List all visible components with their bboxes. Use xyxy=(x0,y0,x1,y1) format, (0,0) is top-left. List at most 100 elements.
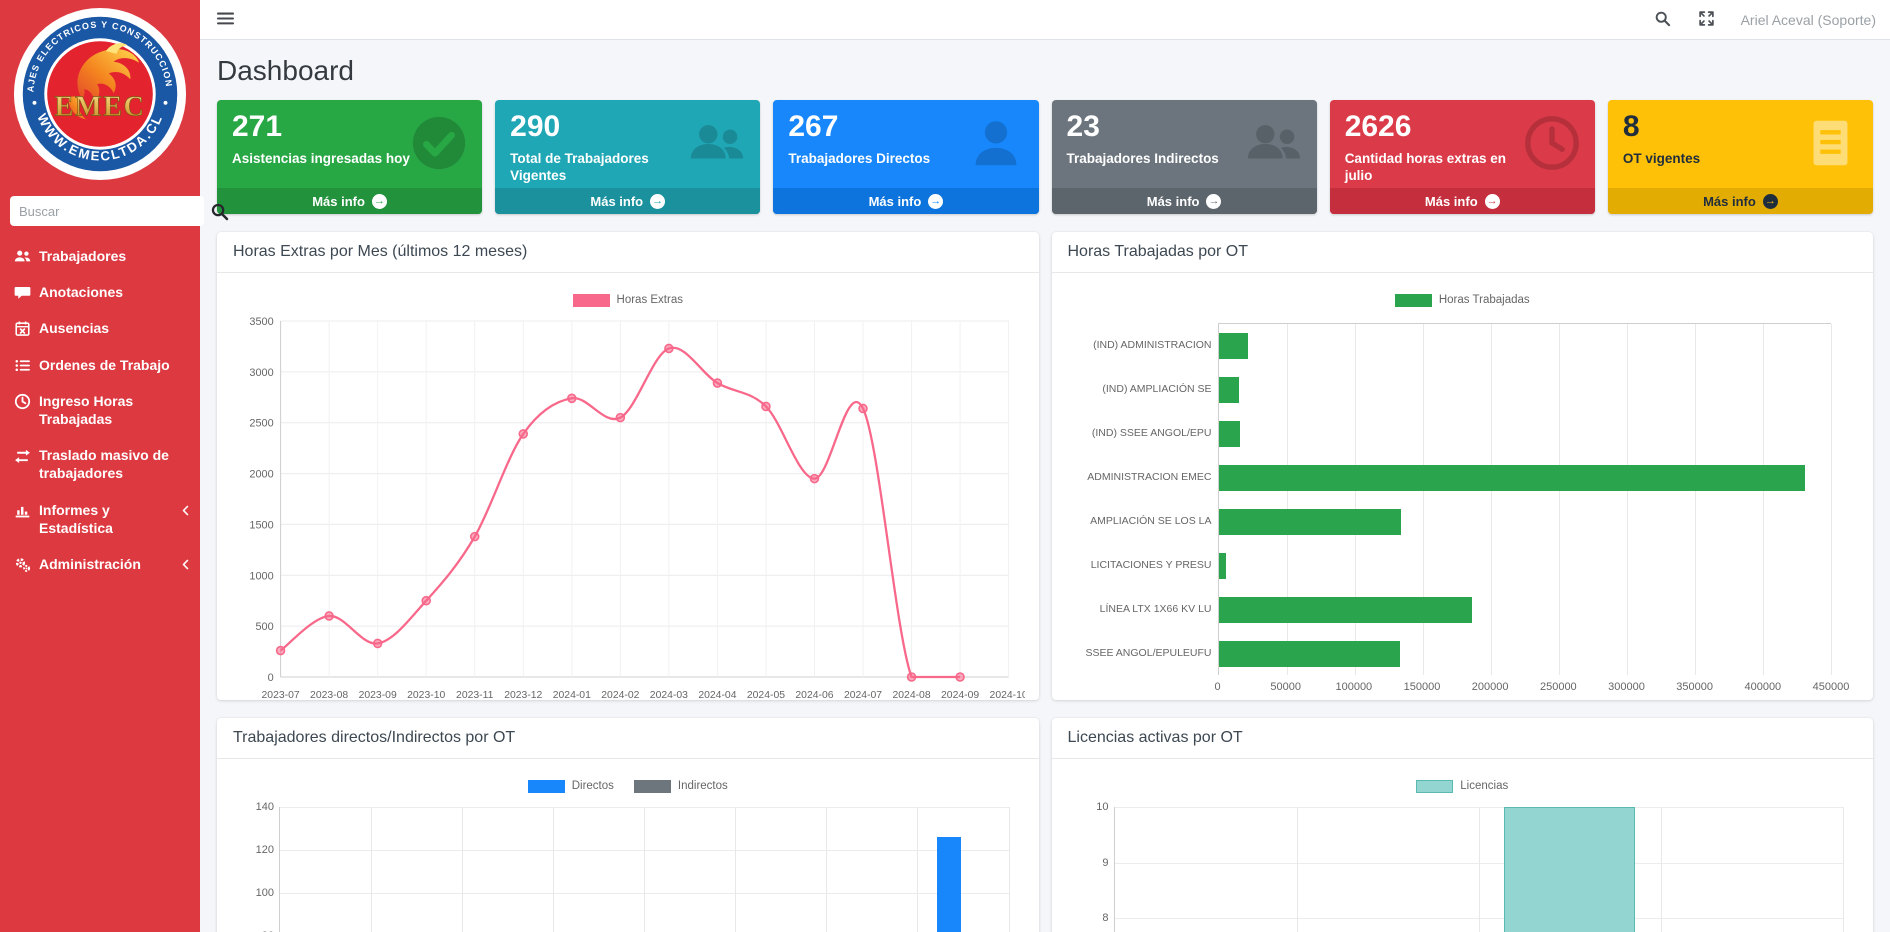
info-box-label: Trabajadores Indirectos xyxy=(1066,151,1219,166)
hbar-plot: (IND) ADMINISTRACION (IND) AMPLIACIÓN SE (… xyxy=(1066,323,1860,675)
bar-3 xyxy=(1218,465,1806,491)
bar-slot-3 xyxy=(1504,807,1636,932)
data-point xyxy=(421,595,431,606)
sidebar-item-administracion[interactable]: Administración xyxy=(0,546,200,582)
svg-text:500: 500 xyxy=(255,621,273,633)
sidebar-search-button[interactable] xyxy=(210,198,229,224)
sidebar-item-label: Ingreso Horas Trabajadas xyxy=(39,392,134,427)
data-point xyxy=(567,393,577,404)
legend-item[interactable]: Horas Extras xyxy=(572,293,683,307)
sidebar-item-label: Anotaciones xyxy=(39,284,124,301)
more-info-link[interactable]: Más info → xyxy=(1329,188,1595,214)
data-point xyxy=(275,645,286,656)
sidebar: MONTAJES ELECTRICOS Y CONSTRUCCION LTDA.… xyxy=(0,0,229,932)
arrow-circle-right-icon: → xyxy=(1206,193,1222,209)
bar-4 xyxy=(1218,509,1401,535)
sidebar-item-trabajadores[interactable]: Trabajadores xyxy=(0,238,200,274)
directos-indirectos-chart: Directos Indirectos 140120100806040200 xyxy=(217,759,1039,932)
legend-label: Horas Trabajadas xyxy=(1438,294,1530,306)
calendar-x-icon xyxy=(14,320,31,337)
more-info-link[interactable]: Más info → xyxy=(495,188,761,214)
navbar-search-button[interactable] xyxy=(1653,10,1673,30)
arrow-circle-right-icon: → xyxy=(371,193,387,209)
info-box-value: 271 xyxy=(232,110,283,143)
logo-phoenix xyxy=(68,43,140,120)
more-info-link[interactable]: Más info → xyxy=(773,188,1039,214)
svg-text:2023-09: 2023-09 xyxy=(359,690,397,701)
data-point xyxy=(324,611,334,621)
legend-label: Horas Extras xyxy=(616,294,683,306)
arrow-circle-right-icon: → xyxy=(1762,193,1778,209)
search-input[interactable] xyxy=(10,196,204,226)
sidebar-item-ordenes-de-trabajo[interactable]: Ordenes de Trabajo xyxy=(0,347,200,383)
menu-toggle-button[interactable] xyxy=(217,10,237,30)
svg-text:3500: 3500 xyxy=(249,316,273,328)
legend-item[interactable]: Indirectos xyxy=(633,779,728,793)
user-icon xyxy=(965,112,1027,174)
more-info-link[interactable]: Más info → xyxy=(217,188,483,214)
more-info-link[interactable]: Más info → xyxy=(1607,188,1874,214)
bar-1 xyxy=(1218,377,1239,403)
card-horas-trabajadas: Horas Trabajadas por OT Horas Trabajadas… xyxy=(1051,232,1874,700)
sidebar-item-ingreso-horas-trabajadas[interactable]: Ingreso Horas Trabajadas xyxy=(0,383,200,437)
chart-legend: Licencias xyxy=(1066,777,1860,795)
expand-arrows-icon xyxy=(1699,10,1714,26)
legend-item[interactable]: Licencias xyxy=(1416,779,1509,793)
legend-label: Licencias xyxy=(1460,780,1509,792)
legend-item[interactable]: Horas Trabajadas xyxy=(1394,293,1530,307)
arrow-circle-right-icon: → xyxy=(650,193,666,209)
info-box: 23 Trabajadores Indirectos Más info → xyxy=(1051,100,1317,214)
svg-text:0: 0 xyxy=(268,672,274,684)
more-info-label: Más info xyxy=(1424,193,1478,209)
data-point xyxy=(664,343,674,354)
info-box-label: Cantidad horas extras en julio xyxy=(1344,151,1506,183)
info-box-value: 2626 xyxy=(1344,110,1412,143)
users-icon xyxy=(1243,112,1305,174)
data-point xyxy=(372,638,383,649)
svg-text:2023-11: 2023-11 xyxy=(456,690,494,701)
svg-text:2000: 2000 xyxy=(249,469,273,481)
card-title: Horas Trabajadas por OT xyxy=(1051,232,1873,273)
sidebar-item-traslado-masivo-de-trabajadores[interactable]: Traslado masivo de trabajadores xyxy=(0,437,200,491)
svg-text:2500: 2500 xyxy=(249,418,273,430)
more-info-link[interactable]: Más info → xyxy=(1051,188,1317,214)
info-box-value: 8 xyxy=(1622,110,1640,143)
category-label: (IND) ADMINISTRACION xyxy=(1093,339,1212,351)
data-point xyxy=(518,429,529,439)
vbar-plot: 109876543210 xyxy=(1066,801,1860,932)
hbar-xaxis: 0 50000 100000 150000 200000 250000 300000 3500… xyxy=(1214,681,1850,693)
more-info-label: Más info xyxy=(868,193,922,209)
sidebar-item-anotaciones[interactable]: Anotaciones xyxy=(0,274,200,310)
svg-text:1000: 1000 xyxy=(249,570,273,582)
user-name[interactable]: Ariel Aceval (Soporte) xyxy=(1740,11,1876,28)
licencias-chart: Licencias 109876543210 xyxy=(1052,759,1874,932)
sidebar-item-informes-y-estadistica[interactable]: Informes y Estadística xyxy=(0,492,200,546)
exchange-icon xyxy=(14,447,31,464)
svg-text:2024-06: 2024-06 xyxy=(795,690,833,701)
arrow-circle-right-icon: → xyxy=(1484,193,1500,209)
fullscreen-button[interactable] xyxy=(1697,10,1717,30)
card-licencias: Licencias activas por OT Licencias 109876… xyxy=(1051,718,1874,932)
card-directos-indirectos: Trabajadores directos/Indirectos por OT … xyxy=(217,718,1039,932)
info-box-label: Total de Trabajadores Vigentes xyxy=(510,151,649,183)
legend-swatch xyxy=(1394,293,1432,307)
sidebar-menu: Trabajadores Anotaciones Ausencias Ordenes … xyxy=(0,238,200,582)
top-navbar: Ariel Aceval (Soporte) xyxy=(200,0,1890,40)
horas-trabajadas-chart: Horas Trabajadas (IND) ADMINISTRACION (IND… xyxy=(1052,273,1874,699)
comment-icon xyxy=(14,284,31,301)
chevron-left-icon xyxy=(179,557,192,570)
svg-text:2024-07: 2024-07 xyxy=(844,690,882,701)
gears-icon xyxy=(14,556,31,573)
sidebar-item-label: Ordenes de Trabajo xyxy=(39,356,170,373)
svg-text:1500: 1500 xyxy=(249,519,273,531)
users-icon xyxy=(686,112,748,174)
more-info-label: Más info xyxy=(1146,193,1200,209)
sidebar-item-ausencias[interactable]: Ausencias xyxy=(0,310,200,346)
legend-swatch xyxy=(572,293,610,307)
legend-item[interactable]: Directos xyxy=(527,779,614,793)
page-title: Dashboard xyxy=(217,55,354,86)
arrow-circle-right-icon: → xyxy=(928,193,944,209)
category-label: AMPLIACIÓN SE LOS LA xyxy=(1090,515,1212,527)
legend-swatch xyxy=(1416,779,1454,793)
svg-text:2023-10: 2023-10 xyxy=(407,690,445,701)
